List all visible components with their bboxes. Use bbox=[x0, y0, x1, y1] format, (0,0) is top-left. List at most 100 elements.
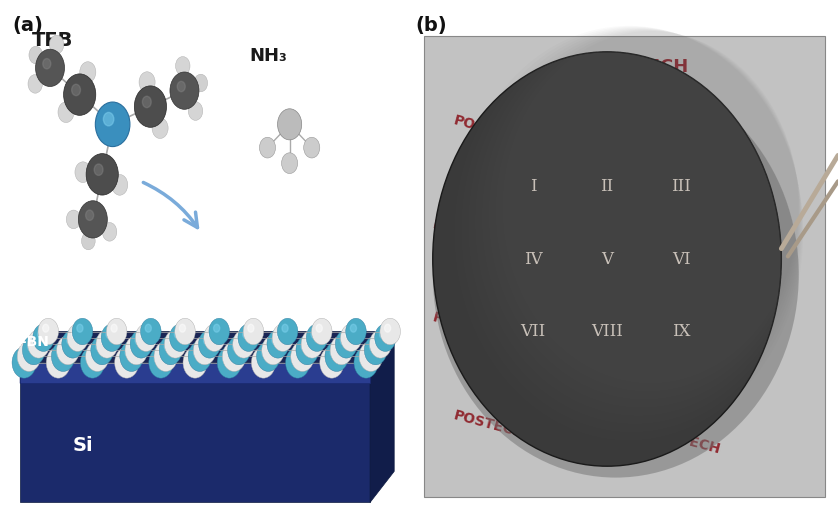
Text: II: II bbox=[600, 178, 613, 195]
Circle shape bbox=[291, 354, 298, 364]
Circle shape bbox=[62, 330, 84, 358]
Circle shape bbox=[222, 341, 246, 371]
Circle shape bbox=[282, 153, 297, 174]
Circle shape bbox=[189, 341, 212, 371]
Circle shape bbox=[238, 336, 245, 344]
Polygon shape bbox=[20, 332, 44, 383]
Circle shape bbox=[189, 102, 203, 120]
Text: (a): (a) bbox=[12, 16, 43, 35]
Circle shape bbox=[177, 81, 185, 92]
Circle shape bbox=[140, 330, 147, 338]
Circle shape bbox=[340, 324, 362, 351]
Polygon shape bbox=[20, 363, 370, 383]
Circle shape bbox=[111, 175, 127, 195]
Circle shape bbox=[217, 347, 241, 378]
Circle shape bbox=[85, 341, 109, 371]
Circle shape bbox=[214, 324, 220, 332]
Circle shape bbox=[301, 342, 308, 351]
Circle shape bbox=[194, 74, 208, 92]
Circle shape bbox=[135, 336, 142, 344]
Circle shape bbox=[91, 348, 98, 357]
Circle shape bbox=[233, 330, 255, 358]
Ellipse shape bbox=[432, 71, 799, 478]
Circle shape bbox=[57, 336, 80, 365]
Circle shape bbox=[360, 354, 367, 364]
Circle shape bbox=[233, 342, 240, 351]
Circle shape bbox=[243, 330, 249, 338]
Text: POSTECH: POSTECH bbox=[453, 409, 526, 441]
Circle shape bbox=[79, 201, 107, 238]
Circle shape bbox=[154, 354, 162, 364]
Text: POSTECH: POSTECH bbox=[431, 217, 504, 249]
Text: (b): (b) bbox=[416, 16, 447, 35]
Circle shape bbox=[149, 347, 173, 378]
Circle shape bbox=[325, 341, 349, 371]
Circle shape bbox=[301, 330, 323, 358]
Circle shape bbox=[23, 348, 29, 357]
Circle shape bbox=[183, 347, 207, 378]
Circle shape bbox=[23, 336, 45, 365]
Circle shape bbox=[125, 336, 147, 365]
Circle shape bbox=[194, 348, 200, 357]
Circle shape bbox=[256, 354, 264, 364]
Circle shape bbox=[33, 336, 39, 344]
Text: TEB: TEB bbox=[32, 31, 74, 50]
Circle shape bbox=[38, 330, 44, 338]
Circle shape bbox=[303, 137, 320, 158]
Circle shape bbox=[46, 347, 70, 378]
Circle shape bbox=[29, 46, 43, 64]
Circle shape bbox=[159, 336, 182, 365]
Circle shape bbox=[28, 342, 34, 351]
Text: IV: IV bbox=[524, 251, 542, 267]
Circle shape bbox=[72, 318, 93, 345]
Circle shape bbox=[142, 96, 151, 108]
Circle shape bbox=[194, 336, 216, 365]
Circle shape bbox=[64, 74, 96, 116]
Circle shape bbox=[261, 348, 269, 357]
Circle shape bbox=[67, 336, 74, 344]
Circle shape bbox=[311, 330, 318, 338]
Circle shape bbox=[86, 154, 118, 195]
Circle shape bbox=[145, 324, 152, 332]
Circle shape bbox=[106, 330, 112, 338]
Circle shape bbox=[248, 324, 254, 332]
Circle shape bbox=[375, 336, 381, 344]
Circle shape bbox=[75, 162, 91, 182]
Circle shape bbox=[120, 354, 127, 364]
Circle shape bbox=[18, 341, 41, 371]
Circle shape bbox=[66, 210, 80, 229]
Circle shape bbox=[159, 348, 166, 357]
Text: h-BN: h-BN bbox=[12, 335, 50, 349]
Circle shape bbox=[103, 112, 114, 126]
Text: POSTECH: POSTECH bbox=[431, 310, 504, 342]
Circle shape bbox=[340, 336, 347, 344]
Circle shape bbox=[307, 324, 328, 351]
Circle shape bbox=[67, 324, 88, 351]
Circle shape bbox=[277, 318, 297, 345]
Circle shape bbox=[199, 330, 220, 358]
Text: NH₃: NH₃ bbox=[250, 47, 287, 65]
Circle shape bbox=[175, 56, 190, 75]
Circle shape bbox=[261, 336, 284, 365]
Text: POSTECH: POSTECH bbox=[630, 322, 697, 351]
Circle shape bbox=[152, 118, 168, 138]
Text: POSTECH: POSTECH bbox=[453, 113, 526, 146]
Circle shape bbox=[370, 342, 376, 351]
Circle shape bbox=[80, 347, 105, 378]
Circle shape bbox=[243, 318, 264, 345]
Bar bbox=[424, 36, 825, 497]
Polygon shape bbox=[20, 332, 394, 363]
Circle shape bbox=[260, 137, 276, 158]
Circle shape bbox=[101, 324, 122, 351]
Text: Si: Si bbox=[72, 436, 93, 455]
Circle shape bbox=[360, 341, 383, 371]
Circle shape bbox=[169, 324, 191, 351]
Circle shape bbox=[164, 342, 171, 351]
Circle shape bbox=[174, 330, 181, 338]
Text: VIII: VIII bbox=[591, 323, 623, 340]
Text: VI: VI bbox=[672, 251, 691, 267]
Circle shape bbox=[52, 354, 59, 364]
Circle shape bbox=[72, 330, 78, 338]
Circle shape bbox=[282, 324, 288, 332]
Circle shape bbox=[204, 324, 225, 351]
